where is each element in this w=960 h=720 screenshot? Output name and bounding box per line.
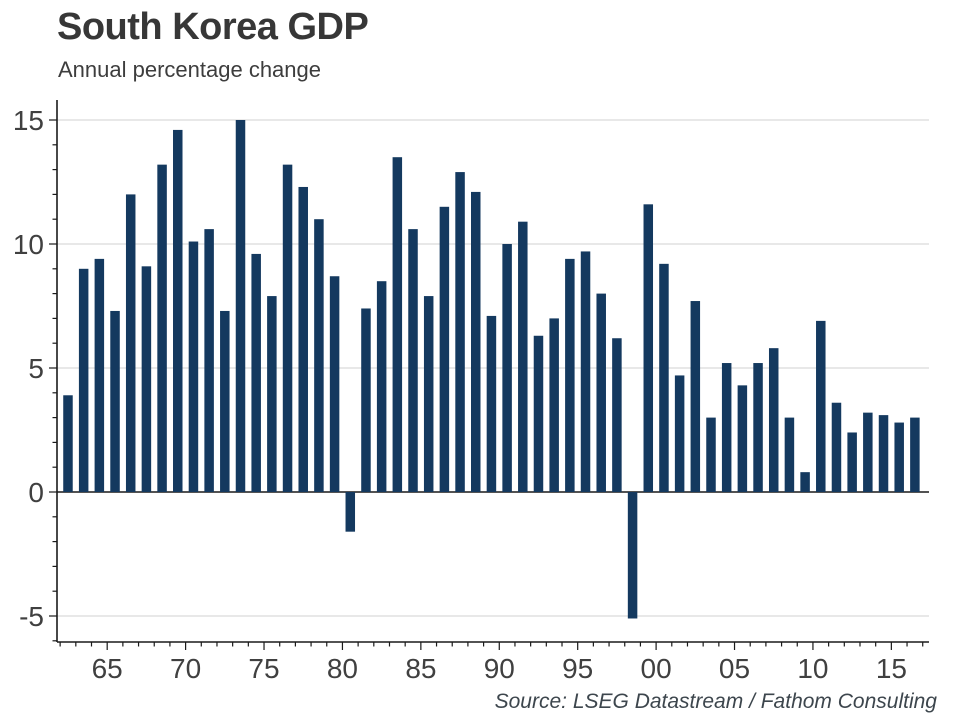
bar-1969	[173, 129, 183, 493]
bar-1983	[392, 157, 403, 492]
bar-1974	[251, 253, 261, 492]
x-tick-label-05: 05	[719, 653, 750, 684]
x-tick-label-75: 75	[248, 653, 279, 684]
chart-subtitle: Annual percentage change	[58, 57, 321, 82]
bar-1980	[345, 492, 356, 532]
bar-1985	[423, 296, 434, 492]
bar-1975	[267, 296, 277, 492]
bar-1993	[549, 318, 559, 492]
bar-1964	[94, 258, 105, 492]
bar-1971	[204, 229, 214, 492]
bar-2007	[768, 348, 779, 492]
bar-1989	[486, 315, 497, 492]
x-tick-label-95: 95	[562, 653, 593, 684]
y-tick-label-10: 10	[13, 229, 44, 260]
bar-2013	[863, 412, 873, 492]
bar-1998	[627, 492, 638, 619]
bar-1990	[502, 244, 512, 492]
bar-2005	[737, 385, 748, 492]
bar-1984	[408, 229, 418, 492]
source-note: Source: LSEG Datastream / Fathom Consult…	[494, 690, 937, 713]
bar-1966	[125, 194, 136, 492]
bar-2003	[706, 417, 716, 492]
bar-1963	[78, 268, 89, 492]
y-tick-label-0: 0	[28, 477, 44, 508]
y-tick-label--5: -5	[19, 601, 44, 632]
bar-1997	[612, 338, 622, 492]
bar-1999	[643, 204, 654, 492]
bar-2001	[674, 375, 685, 492]
bar-1982	[376, 281, 387, 492]
bar-1992	[533, 335, 544, 492]
bar-1986	[439, 206, 450, 493]
bar-1994	[565, 258, 575, 492]
bar-1976	[282, 164, 293, 492]
y-tick-label-15: 15	[13, 105, 44, 136]
bar-1996	[596, 293, 606, 492]
bar-1973	[235, 120, 246, 492]
bar-1981	[361, 308, 371, 492]
bar-1965	[110, 310, 120, 492]
bar-2006	[753, 363, 763, 492]
bar-1978	[314, 219, 324, 492]
bar-1991	[518, 221, 528, 492]
bar-1977	[298, 186, 308, 492]
bar-1987	[455, 172, 465, 492]
x-tick-label-15: 15	[876, 653, 907, 684]
bar-1979	[329, 276, 340, 492]
bar-2014	[878, 415, 889, 492]
bar-2004	[721, 363, 732, 492]
page-title: South Korea GDP	[57, 6, 369, 48]
bar-1970	[188, 241, 199, 492]
bar-2002	[690, 301, 701, 492]
bar-2011	[831, 402, 842, 492]
bar-1988	[471, 191, 481, 493]
bar-1968	[157, 164, 167, 492]
y-tick-label-5: 5	[28, 353, 44, 384]
bar-2008	[784, 417, 795, 492]
bar-2016	[910, 417, 920, 492]
x-tick-label-80: 80	[327, 653, 358, 684]
x-tick-label-00: 00	[641, 653, 672, 684]
bar-2015	[894, 422, 904, 492]
bar-1962	[63, 395, 73, 492]
x-tick-label-65: 65	[92, 653, 123, 684]
x-tick-label-90: 90	[484, 653, 515, 684]
bar-1995	[580, 251, 591, 492]
bar-2010	[816, 320, 826, 492]
bar-2000	[659, 263, 669, 492]
bar-1972	[220, 310, 230, 492]
bar-2009	[800, 472, 810, 492]
bar-2012	[847, 432, 857, 492]
x-tick-label-10: 10	[797, 653, 828, 684]
x-tick-label-70: 70	[170, 653, 201, 684]
bar-1967	[141, 266, 152, 492]
x-tick-label-85: 85	[405, 653, 436, 684]
